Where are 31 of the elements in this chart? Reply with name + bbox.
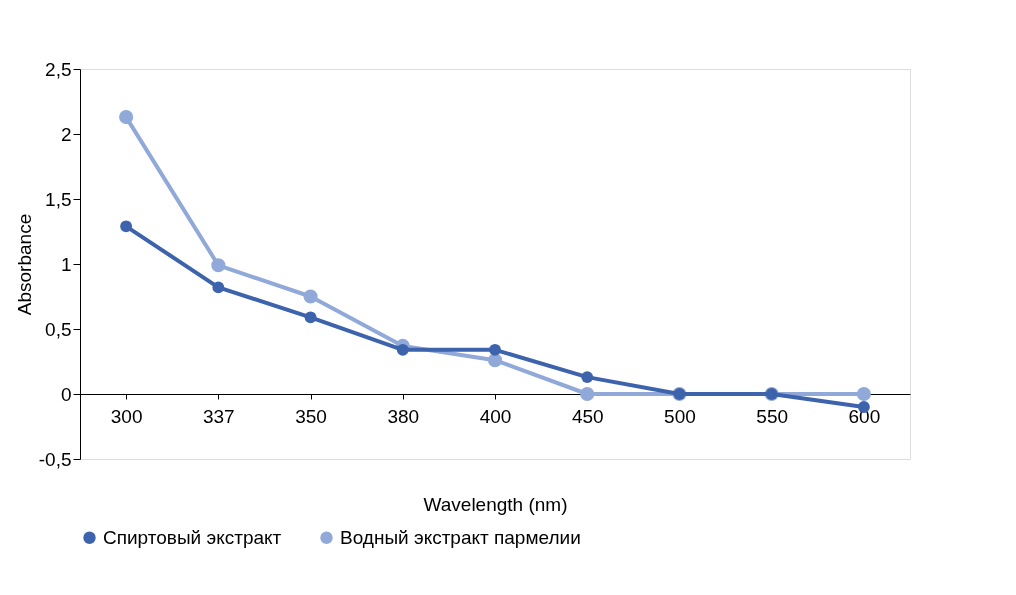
y-tick-label: 0 — [60, 383, 72, 405]
y-tick-label: 2,5 — [45, 58, 72, 80]
point — [304, 311, 317, 324]
y-tick-label: -0,5 — [38, 448, 72, 470]
point — [489, 343, 501, 356]
point — [120, 220, 133, 233]
y-axis-title: Absorbance — [13, 213, 35, 316]
y-tick-label: 0,5 — [45, 318, 72, 340]
point — [856, 386, 871, 402]
x-tick-label: 300 — [110, 405, 143, 427]
point — [487, 353, 503, 368]
point — [212, 281, 225, 294]
x-tick-label: 350 — [295, 405, 327, 427]
point — [303, 289, 318, 304]
y-tick-label: 2 — [60, 123, 72, 145]
x-tick-label: 450 — [571, 405, 604, 427]
x-axis-title: Wavelength (nm) — [423, 493, 568, 515]
x-tick-label: 550 — [756, 405, 789, 427]
point — [396, 343, 409, 356]
x-tick-label: 337 — [202, 405, 235, 427]
point — [119, 110, 134, 125]
y-tick-label: 1 — [60, 253, 72, 275]
x-tick-label: 400 — [479, 405, 512, 427]
legend-label: Водный экстракт пармелии — [340, 526, 581, 548]
point — [580, 386, 595, 402]
x-tick-label: 500 — [664, 405, 696, 427]
point — [581, 371, 594, 383]
y-tick-label: 1,5 — [45, 188, 72, 210]
point — [211, 258, 226, 273]
legend-label: Спиртовый экстракт — [103, 526, 282, 548]
x-tick-label: 380 — [387, 405, 420, 427]
